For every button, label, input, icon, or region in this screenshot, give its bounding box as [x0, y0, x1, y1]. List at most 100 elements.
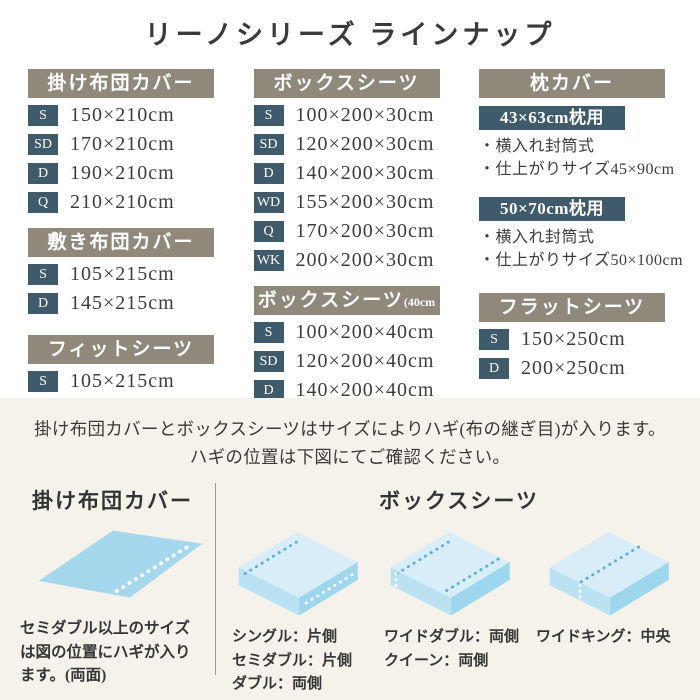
section-header-main: ボックスシーツ: [257, 290, 404, 311]
table-row: S 150×210cm: [28, 104, 214, 127]
size-value: 105×215cm: [70, 370, 175, 392]
size-value: 155×200×30cm: [295, 191, 435, 213]
table-row: D 140×200×40cm: [253, 379, 440, 398]
pillow-notes: ・横入れ封筒式 ・仕上がりサイズ45×90cm: [479, 136, 675, 181]
table-row: S 105×215cm: [28, 370, 214, 393]
section-fitted-sheet: フィットシーツ S 105×215cm: [28, 335, 214, 393]
table-row: S 100×200×40cm: [253, 321, 440, 344]
table-row: Q 210×210cm: [28, 191, 214, 214]
column-box-sheet: ボックスシーツ S 100×200×30cm SD 120×200×30cm D…: [253, 69, 440, 398]
size-badge: S: [28, 371, 58, 392]
box-sheet-figures: シングル：片側 セミダブル：片側 ダブル：両側: [232, 523, 686, 696]
caption-line: ワイドキング：中央: [536, 629, 671, 646]
duvet-diagram-block: 掛け布団カバー セミダブル以上のサイズ は図の位置にハギが入り ます。(両面): [20, 483, 216, 684]
size-badge: Q: [28, 192, 58, 213]
box-top-seam-line-right: [445, 554, 505, 593]
size-rows: S 100×200×30cm SD 120×200×30cm D 140×200…: [253, 104, 440, 272]
section-box-sheet-40cm: ボックスシーツ(40cmマチ) S 100×200×40cm SD 120×20…: [253, 286, 440, 398]
box-end-face: [238, 567, 300, 616]
section-header: フィットシーツ: [28, 335, 214, 364]
size-rows: S 105×215cm: [28, 370, 214, 393]
pillow-group-50x70: 50×70cm枕用 ・横入れ封筒式 ・仕上がりサイズ50×100cm: [479, 197, 683, 272]
size-rows: S 105×215cm D 145×215cm: [28, 263, 214, 315]
box-sheet-caption: ワイドキング：中央: [536, 626, 686, 649]
size-badge: Q: [253, 221, 284, 242]
table-row: Q 170×200×30cm: [253, 220, 440, 243]
duvet-diagram-title: 掛け布団カバー: [32, 489, 193, 514]
size-badge: SD: [253, 351, 284, 372]
size-value: 170×200×30cm: [295, 220, 435, 242]
box-top-face: [390, 532, 510, 598]
box-end-face: [390, 567, 452, 616]
box-sheet-king-figure: ワイドキング：中央: [536, 523, 686, 649]
pillow-note: ・横入れ封筒式: [479, 229, 595, 247]
table-row: S 100×200×30cm: [253, 104, 440, 127]
section-pillow-cover: 枕カバー 43×63cm枕用 ・横入れ封筒式 ・仕上がりサイズ45×90cm 5…: [479, 69, 683, 273]
section-mattress-cover: 敷き布団カバー S 105×215cm D 145×215cm: [28, 228, 214, 315]
seam-notice: 掛け布団カバーとボックスシーツはサイズによりハギ(布の継ぎ目)が入ります。 ハギ…: [0, 416, 700, 471]
lineup-grid: 掛け布団カバー S 150×210cm SD 170×210cm D 190×2…: [0, 52, 700, 398]
table-row: SD 120×200×30cm: [253, 133, 440, 156]
duvet-sheet-shape: [38, 530, 203, 598]
size-value: 200×250cm: [521, 356, 626, 379]
pillow-note: ・横入れ封筒式: [479, 138, 595, 155]
section-header: フラットシーツ: [479, 292, 665, 322]
box-center-seam-line: [578, 545, 640, 585]
size-badge: SD: [253, 134, 284, 155]
size-value: 150×250cm: [521, 327, 626, 350]
size-value: 210×210cm: [70, 191, 175, 213]
size-rows: S 150×250cm D 200×250cm: [479, 328, 665, 380]
size-value: 120×200×40cm: [295, 350, 435, 372]
size-value: 150×210cm: [70, 104, 175, 126]
section-header: ボックスシーツ: [253, 69, 440, 98]
size-value: 140×200×40cm: [295, 379, 435, 398]
caption-line: は図の位置にハギが入り: [20, 643, 191, 661]
table-row: D 145×215cm: [28, 292, 214, 315]
size-rows: S 100×200×40cm SD 120×200×40cm D 140×200…: [253, 321, 440, 398]
box-sheet-single-figure: シングル：片側 セミダブル：片側 ダブル：両側: [232, 523, 368, 696]
size-rows: S 150×210cm SD 170×210cm D 190×210cm Q 2…: [28, 104, 214, 214]
size-value: 140×200×30cm: [295, 162, 435, 184]
size-badge: S: [253, 322, 284, 343]
size-badge: D: [28, 163, 58, 184]
box-top-seam-line-left: [395, 538, 454, 576]
section-header-suffix: (40cmマチ): [332, 295, 436, 340]
size-badge: WD: [253, 192, 284, 213]
column-duvet: 掛け布団カバー S 150×210cm SD 170×210cm D 190×2…: [28, 69, 214, 398]
pillow-size-label: 50×70cm枕用: [479, 197, 625, 222]
size-value: 120×200×30cm: [295, 133, 435, 155]
section-header: 枕カバー: [479, 69, 665, 98]
box-sheet-double-figure: ワイドダブル：両側 クイーン：両側: [384, 523, 520, 673]
box-top-face: [238, 532, 358, 598]
table-row: S 150×250cm: [479, 328, 665, 351]
section-header: ボックスシーツ(40cmマチ): [253, 286, 440, 340]
size-badge: S: [253, 105, 284, 126]
size-value: 190×210cm: [70, 162, 175, 184]
caption-line: クイーン：両側: [384, 652, 489, 669]
size-value: 145×215cm: [70, 292, 175, 314]
box-top-seam-line: [243, 538, 302, 576]
pillow-notes: ・横入れ封筒式 ・仕上がりサイズ50×100cm: [479, 227, 683, 272]
caption-line: ワイドダブル：両側: [384, 629, 520, 646]
column-pillow: 枕カバー 43×63cm枕用 ・横入れ封筒式 ・仕上がりサイズ45×90cm 5…: [479, 69, 683, 398]
size-badge: S: [28, 105, 58, 126]
box-sheet-center-diagram: [549, 532, 669, 616]
seam-diagrams: 掛け布団カバー セミダブル以上のサイズ は図の位置にハギが入り ます。(両面) …: [0, 483, 700, 696]
duvet-cover-diagram: [38, 530, 203, 598]
size-value: 200×200×30cm: [295, 249, 435, 271]
box-side-seam-line: [304, 573, 354, 605]
seam-notice-line2: ハギの位置は下図にてご確認ください。: [189, 446, 511, 467]
size-value: 105×215cm: [70, 263, 175, 285]
caption-line: セミダブル：片側: [232, 652, 353, 669]
caption-line: ます。(両面): [20, 666, 107, 684]
table-row: D 190×210cm: [28, 162, 214, 185]
size-badge: D: [479, 357, 509, 379]
seam-notice-line1: 掛け布団カバーとボックスシーツはサイズによりハギ(布の継ぎ目)が入ります。: [34, 419, 666, 439]
box-sheet-both-sides-diagram: [390, 532, 510, 616]
caption-line: ダブル：両側: [232, 675, 323, 692]
size-badge: WK: [253, 250, 284, 271]
pillow-note: ・仕上がりサイズ45×90cm: [479, 160, 675, 178]
table-row: SD 170×210cm: [28, 133, 214, 156]
table-row: SD 120×200×40cm: [253, 350, 440, 373]
box-side-face: [610, 562, 669, 616]
